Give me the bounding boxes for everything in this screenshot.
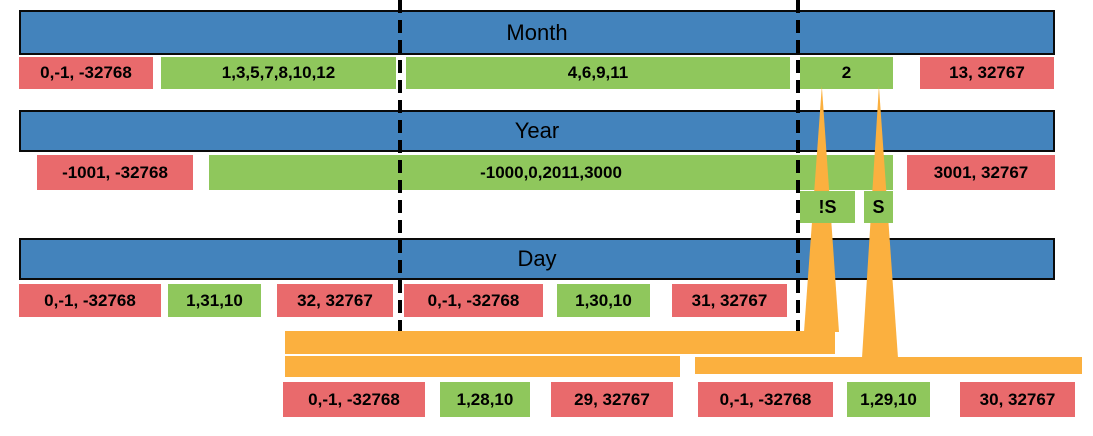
month-invalid-low-box: 0,-1, -32768 [19, 57, 153, 89]
month-invalid-high-box: 13, 32767 [920, 57, 1054, 89]
feb29-valid-box: 1,29,10 [847, 382, 930, 417]
day30-valid-box: 1,30,10 [557, 284, 650, 317]
day-bar-label: Day [517, 246, 557, 271]
month-31day-box: 1,3,5,7,8,10,12 [161, 57, 396, 89]
not-leap-flow-bar-upper [285, 331, 835, 354]
year-bar-label: Year [514, 118, 560, 143]
year-invalid-high-box: 3001, 32767 [907, 155, 1055, 190]
month-bar: Month [19, 10, 1055, 55]
month-february-box: 2 [800, 57, 893, 89]
feb28-valid-box: 1,28,10 [440, 382, 530, 417]
year-invalid-low-box: -1001, -32768 [37, 155, 193, 190]
not-leap-year-flag-box: !S [800, 191, 855, 223]
year-valid-box: -1000,0,2011,3000 [209, 155, 893, 190]
day30-invalid-high-box: 31, 32767 [672, 284, 787, 317]
leap-year-flag-box: S [864, 191, 893, 223]
dashed-guide-line-left [398, 0, 402, 331]
feb29-invalid-low-box: 0,-1, -32768 [698, 382, 833, 417]
day-bar: Day [19, 238, 1055, 280]
day31-valid-box: 1,31,10 [168, 284, 261, 317]
feb29-invalid-high-box: 30, 32767 [960, 382, 1075, 417]
feb28-invalid-low-box: 0,-1, -32768 [283, 382, 425, 417]
feb28-invalid-high-box: 29, 32767 [551, 382, 673, 417]
february-29-flow-bar [695, 357, 1082, 374]
dashed-guide-line-right [796, 0, 800, 331]
day31-invalid-high-box: 32, 32767 [277, 284, 393, 317]
month-bar-label: Month [506, 19, 568, 45]
day30-invalid-low-box: 0,-1, -32768 [404, 284, 543, 317]
february-28-flow-bar [285, 356, 680, 377]
day31-invalid-low-box: 0,-1, -32768 [19, 284, 161, 317]
year-bar: Year [19, 110, 1055, 152]
month-30day-box: 4,6,9,11 [406, 57, 790, 89]
